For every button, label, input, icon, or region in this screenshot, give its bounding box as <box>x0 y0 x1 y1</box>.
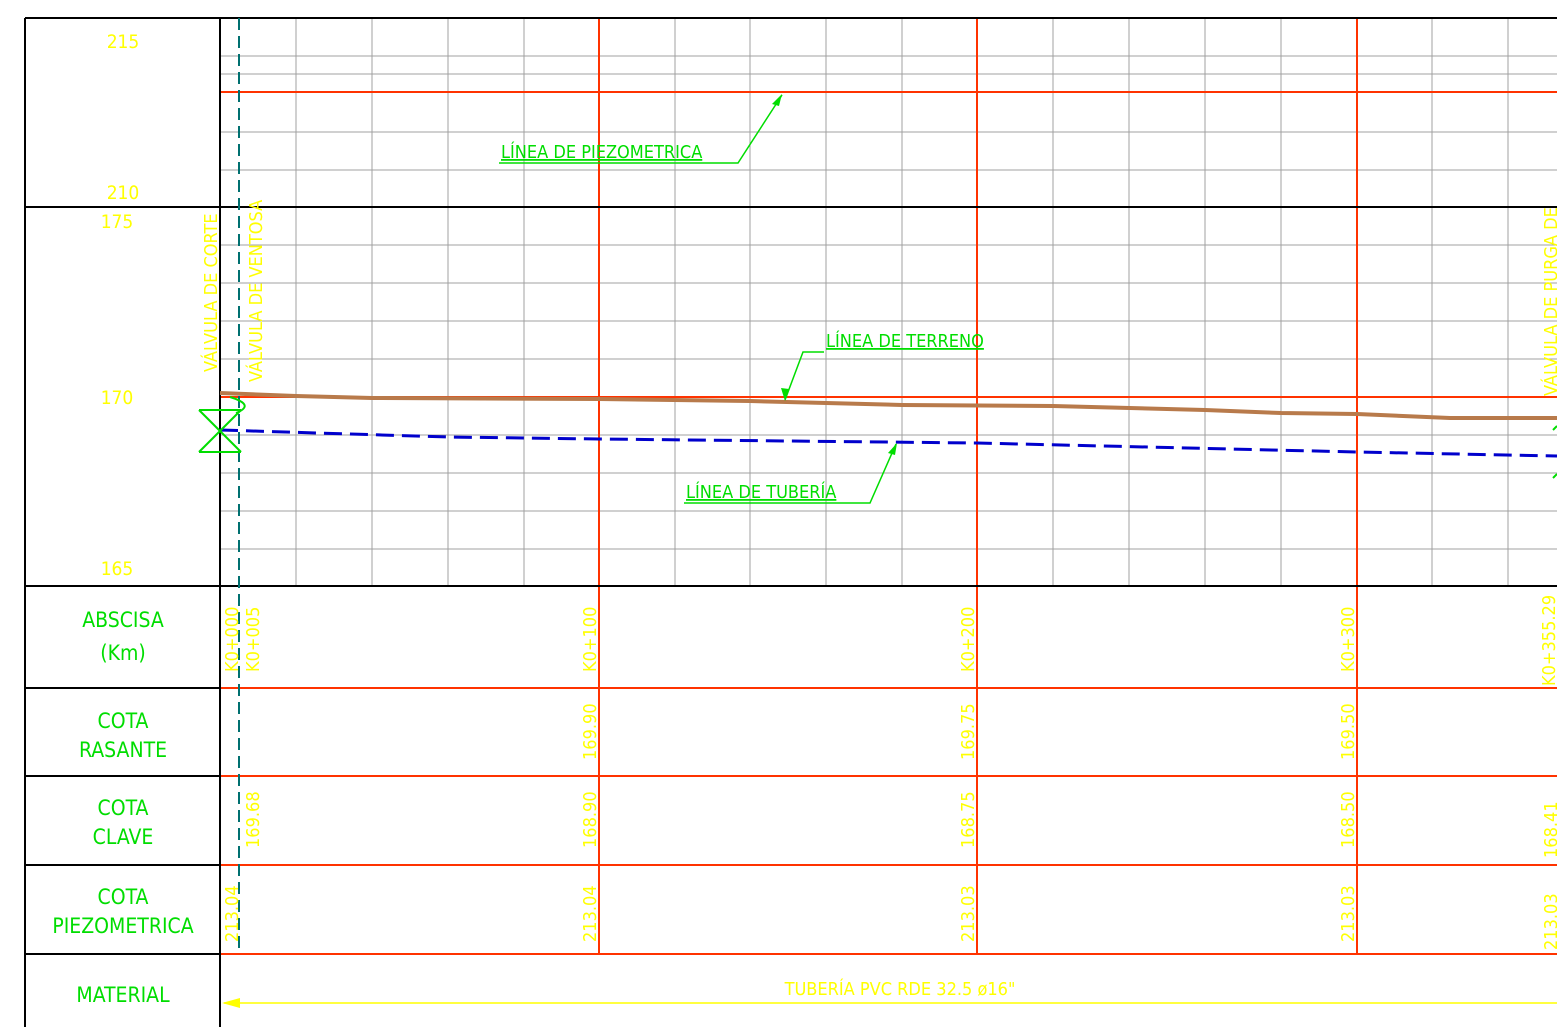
piezo-k0-200: 213.03 <box>958 885 979 942</box>
clave-k0-200: 168.75 <box>958 791 979 848</box>
row-header-piezo-2: PIEZOMETRICA <box>52 914 193 938</box>
abscisa-k0-005: K0+005 <box>243 607 264 672</box>
row-header-piezo-1: COTA <box>98 885 149 909</box>
abscisa-k0-000: K0+000 <box>222 607 243 672</box>
material-text: TUBERÍA PVC RDE 32.5 ø16" <box>784 978 1016 1000</box>
leader-arrows <box>772 94 897 455</box>
abscisa-k0-300: K0+300 <box>1338 607 1359 672</box>
material-dimension: TUBERÍA PVC RDE 32.5 ø16" <box>222 978 1557 1008</box>
clave-k0-300: 168.50 <box>1338 791 1359 848</box>
frame <box>24 17 1557 1027</box>
piezo-k0-355: 213.03 <box>1541 893 1557 950</box>
label-valve-air: VÁLVULA DE VENTOSA <box>245 200 267 382</box>
scale-210: 210 <box>107 182 140 204</box>
scale-175: 175 <box>101 211 134 233</box>
rasante-k0-200: 169.75 <box>958 703 979 760</box>
purge-valve-icon <box>1552 425 1557 479</box>
row-header-clave-2: CLAVE <box>93 825 154 849</box>
row-header-clave-1: COTA <box>98 796 149 820</box>
arrow-left-icon <box>222 998 240 1008</box>
rasante-k0-100: 169.90 <box>580 703 601 760</box>
scale-215: 215 <box>107 31 140 53</box>
gate-valve-icon <box>198 396 246 453</box>
row-header-rasante-2: RASANTE <box>79 738 167 762</box>
row-header-material: MATERIAL <box>76 983 170 1007</box>
upper-grid <box>220 18 1557 207</box>
abscisa-k0-200: K0+200 <box>958 607 979 672</box>
abscisa-k0-100: K0+100 <box>580 607 601 672</box>
terrain-line <box>219 391 1557 420</box>
scale-165: 165 <box>101 558 134 580</box>
abscisa-k0-355-29: K0+355.29 <box>1539 595 1557 686</box>
leaders <box>499 94 897 504</box>
scale-170: 170 <box>101 387 134 409</box>
label-valve-cut: VÁLVULA DE CORTE <box>200 213 222 372</box>
label-valve-purge: VÁLVULA DE PURGA DE <box>1540 207 1557 396</box>
piezo-k0-000: 213.04 <box>222 885 243 942</box>
label-piezometric-line: LÍNEA DE PIEZOMETRICA <box>501 141 702 163</box>
label-pipe-line: LÍNEA DE TUBERÍA <box>686 481 836 503</box>
major-grid <box>220 18 1557 955</box>
piezo-k0-100: 213.04 <box>580 885 601 942</box>
piezo-k0-300: 213.03 <box>1338 885 1359 942</box>
clave-k0-355: 168.41 <box>1541 801 1557 858</box>
rasante-k0-300: 169.50 <box>1338 703 1359 760</box>
row-header-abscisa-unit: (Km) <box>100 641 146 665</box>
row-header-abscisa: ABSCISA <box>82 608 164 632</box>
clave-k0-000: 169.68 <box>243 791 264 848</box>
row-header-rasante-1: COTA <box>98 709 149 733</box>
label-terrain-line: LÍNEA DE TERRENO <box>826 330 984 352</box>
clave-k0-100: 168.90 <box>580 791 601 848</box>
pipe-line <box>219 428 1557 458</box>
